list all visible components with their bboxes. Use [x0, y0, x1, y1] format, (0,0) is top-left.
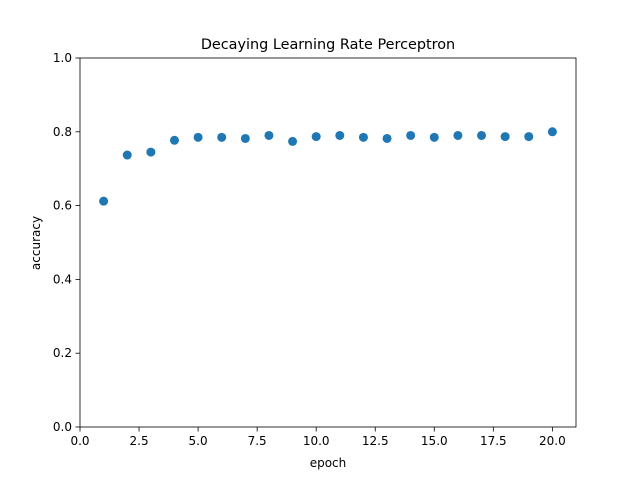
- data-point: [406, 130, 416, 140]
- y-axis-label: accuracy: [29, 216, 43, 270]
- x-tick-label: 20.0: [539, 434, 566, 448]
- data-point: [453, 130, 463, 140]
- y-tick-label: 1.0: [53, 51, 72, 65]
- data-point: [193, 132, 203, 142]
- data-point: [217, 132, 227, 142]
- x-tick-label: 7.5: [248, 434, 267, 448]
- y-tick-label: 0.6: [53, 199, 72, 213]
- y-tick-label: 0.8: [53, 125, 72, 139]
- data-point: [122, 150, 132, 160]
- data-point: [382, 133, 392, 143]
- data-point: [335, 130, 345, 140]
- data-point: [264, 130, 274, 140]
- y-tick-label: 0.0: [53, 420, 72, 434]
- data-point: [288, 136, 298, 146]
- x-tick-label: 0.0: [70, 434, 89, 448]
- data-point: [169, 135, 179, 145]
- data-point: [311, 132, 321, 142]
- y-tick-label: 0.4: [53, 272, 72, 286]
- data-point: [547, 127, 557, 137]
- data-point: [524, 132, 534, 142]
- plot-area: 0.0 2.5 5.0 7.5 10.0 12.5 15.0 17.5 20.0 0.0 0.2 0.…: [53, 51, 577, 448]
- data-point: [146, 147, 156, 157]
- y-tick-label: 0.2: [53, 346, 72, 360]
- x-tick-label: 2.5: [130, 434, 149, 448]
- x-tick-label: 5.0: [189, 434, 208, 448]
- data-point: [500, 132, 510, 142]
- chart-title: Decaying Learning Rate Perceptron: [201, 37, 455, 53]
- data-point: [358, 132, 368, 142]
- data-point: [240, 133, 250, 143]
- x-tick-label: 17.5: [480, 434, 507, 448]
- data-point: [477, 130, 487, 140]
- data-point: [99, 196, 109, 206]
- x-axis-label: epoch: [310, 456, 347, 470]
- x-tick-label: 15.0: [421, 434, 448, 448]
- axes-frame: [79, 57, 577, 428]
- data-point: [429, 132, 439, 142]
- x-tick-label: 12.5: [362, 434, 389, 448]
- x-tick-label: 10.0: [303, 434, 330, 448]
